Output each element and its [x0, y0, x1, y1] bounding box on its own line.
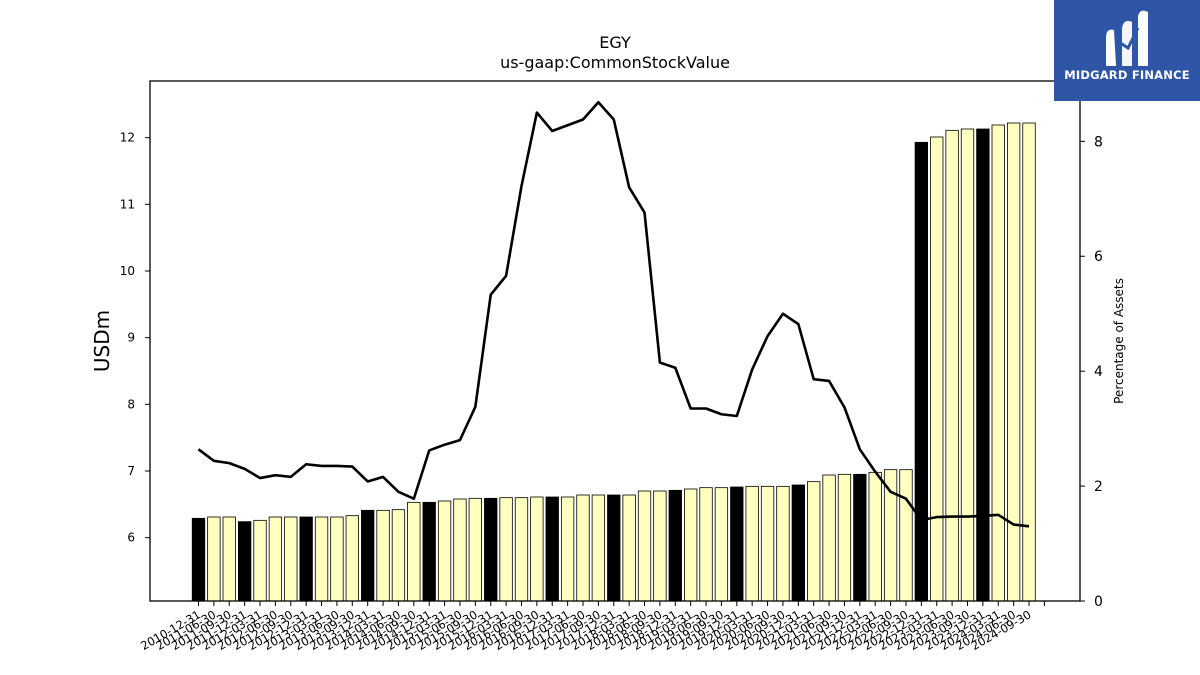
bar [853, 473, 867, 602]
bar [560, 496, 575, 602]
logo-text: MIDGARD FINANCE [1064, 68, 1190, 82]
y2-axis-label: Percentage of Assets [1112, 278, 1126, 404]
y2-tick-label: 4 [1094, 364, 1103, 380]
bar [930, 136, 944, 602]
bar [576, 494, 590, 602]
bar [514, 497, 529, 602]
midgard-logo-icon [1106, 10, 1148, 67]
y2-tick-label: 2 [1094, 479, 1103, 495]
bar [391, 509, 406, 602]
y-tick-label: 6 [127, 531, 135, 545]
bar [284, 516, 298, 602]
bar-series [191, 122, 1036, 602]
bar [976, 128, 990, 602]
x-axis: 2010-12-312011-06-302011-09-302011-12-31… [138, 601, 1045, 653]
bar [499, 497, 513, 602]
bar [299, 516, 313, 602]
y-tick-label: 10 [120, 264, 135, 278]
chart-subtitle: us-gaap:CommonStockValue [500, 53, 730, 72]
bar [791, 484, 805, 602]
bar [268, 516, 283, 602]
bar [407, 501, 421, 602]
bar [207, 516, 221, 602]
bar [607, 494, 621, 602]
bar [760, 485, 775, 602]
y-tick-label: 8 [127, 397, 135, 411]
brand-logo: MIDGARD FINANCE [1054, 0, 1200, 101]
plot-frame [149, 80, 1081, 602]
bar [314, 516, 329, 602]
bar [253, 519, 267, 602]
bar [437, 500, 452, 602]
y-axis-left: 6 7 8 9 10 11 12 [120, 131, 150, 545]
y-axis-right: 0 2 4 6 8 [1080, 134, 1103, 610]
bar [668, 489, 682, 602]
bar [960, 128, 975, 602]
bar [237, 521, 252, 602]
bar [714, 487, 729, 602]
bar [530, 496, 544, 602]
bar [807, 481, 821, 602]
bar [730, 486, 744, 602]
bar [545, 496, 559, 602]
line-path [197, 100, 1030, 528]
bar [468, 497, 482, 602]
y-axis-label: USDm [90, 310, 114, 372]
bar [422, 501, 436, 602]
bar [745, 485, 759, 602]
y-tick-label: 11 [120, 197, 135, 211]
bar [822, 474, 836, 602]
chart-title: EGY [599, 33, 631, 52]
bar [622, 494, 636, 602]
y2-tick-label: 0 [1094, 594, 1103, 610]
bar [453, 498, 467, 602]
y-tick-label: 7 [127, 464, 135, 478]
bar [899, 469, 913, 602]
bar [222, 516, 236, 602]
y2-tick-label: 6 [1094, 249, 1103, 265]
bar [883, 469, 898, 602]
bar [1006, 122, 1021, 602]
bar [376, 509, 390, 602]
y2-tick-label: 8 [1094, 134, 1103, 150]
bar [837, 473, 852, 602]
bar [1022, 122, 1036, 602]
line-series [197, 100, 1030, 528]
bar [330, 516, 344, 602]
bar [191, 517, 206, 602]
bar [699, 487, 713, 602]
bar [684, 488, 698, 602]
bar [868, 471, 882, 602]
bar [345, 515, 359, 602]
bar [484, 497, 498, 602]
y-tick-label: 9 [127, 331, 135, 345]
bar [637, 490, 652, 602]
bar [776, 485, 790, 602]
bar [945, 129, 959, 602]
bar [914, 141, 929, 602]
y-tick-label: 12 [120, 131, 135, 145]
bar [653, 490, 667, 602]
bar [591, 494, 606, 602]
bar [361, 509, 375, 602]
bar [991, 124, 1005, 602]
